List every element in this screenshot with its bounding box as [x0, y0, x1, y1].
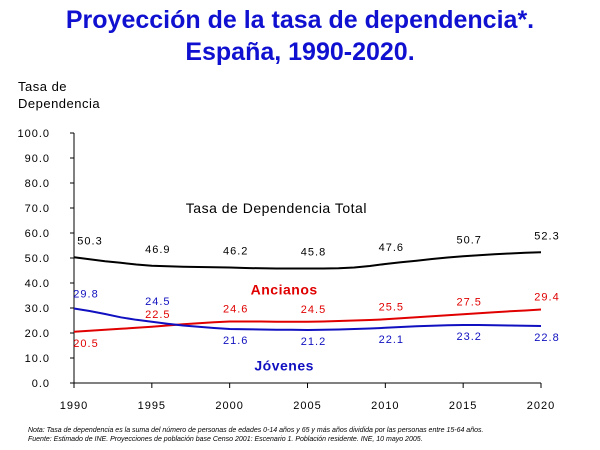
data-label: 45.8	[301, 247, 326, 259]
data-label: 47.6	[379, 242, 404, 254]
chart-title-line1: Proyección de la tasa de dependencia*.	[65, 6, 535, 34]
y-tick-label: 70.0	[25, 203, 50, 215]
data-label: 29.8	[73, 289, 98, 301]
y-axis-label: Tasa de Dependencia	[18, 79, 101, 111]
x-tick-label: 2015	[449, 400, 477, 412]
x-tick-label: 2020	[527, 400, 555, 412]
series-group	[73, 251, 542, 333]
x-axis: 1990 1995 2000 2005 2010 2015 2020	[60, 382, 555, 412]
data-label: 50.7	[456, 234, 481, 246]
data-label: 46.2	[223, 246, 248, 258]
annotation-ancianos: Ancianos	[251, 281, 318, 297]
chart-title-line2: España, 1990-2020.	[185, 38, 415, 66]
total-series-line	[73, 251, 542, 270]
y-tick-label: 100.0	[17, 128, 50, 140]
y-tick-label: 30.0	[25, 303, 50, 315]
data-label: 27.5	[456, 296, 481, 308]
annotation-total: Tasa de Dependencia Total	[186, 200, 367, 216]
data-labels: 50.3 46.9 46.2 45.8 47.6 50.7 52.3 20.5 22.5 24.6…	[73, 230, 559, 350]
data-label: 46.9	[145, 244, 170, 256]
annotation-jovenes: Jóvenes	[254, 358, 314, 374]
y-tick-label: 90.0	[25, 153, 50, 165]
x-tick-label: 1990	[60, 400, 88, 412]
footnote: Nota: Tasa de dependencia es la suma del…	[28, 426, 598, 444]
jovenes-series-line	[73, 307, 542, 332]
data-label: 20.5	[73, 338, 98, 350]
data-label: 22.5	[145, 309, 170, 321]
y-tick-label: 60.0	[25, 228, 50, 240]
footnote-source: Fuente: Estimado de INE. Proyecciones de…	[28, 436, 423, 443]
y-tick-label: 50.0	[25, 253, 50, 265]
data-label: 25.5	[379, 301, 404, 313]
data-label: 21.6	[223, 335, 248, 347]
y-tick-label: 0.0	[32, 378, 50, 390]
x-tick-label: 2005	[293, 400, 321, 412]
y-tick-label: 40.0	[25, 278, 50, 290]
data-label: 24.5	[145, 296, 170, 308]
data-label: 24.6	[223, 304, 248, 316]
y-tick-label: 80.0	[25, 178, 50, 190]
series-annotations: Tasa de Dependencia Total Ancianos Jóvenes	[186, 200, 367, 374]
data-label: 52.3	[534, 230, 559, 242]
data-label: 22.8	[534, 332, 559, 344]
footnote-note: Nota: Tasa de dependencia es la suma del…	[28, 427, 484, 434]
data-label: 24.5	[301, 304, 326, 316]
chart-title: Proyección de la tasa de dependencia*. E…	[0, 4, 600, 68]
y-tick-label: 20.0	[25, 328, 50, 340]
data-label: 21.2	[301, 336, 326, 348]
data-label: 23.2	[456, 331, 481, 343]
x-tick-label: 2010	[371, 400, 399, 412]
x-tick-label: 2000	[215, 400, 243, 412]
y-axis: 0.0 10.0 20.0 30.0 40.0 50.0 60.0 70.0 80.0 90.0 1…	[17, 128, 75, 390]
data-label: 29.4	[534, 292, 559, 304]
x-tick-label: 1995	[138, 400, 166, 412]
data-label: 50.3	[77, 235, 102, 247]
y-tick-label: 10.0	[25, 353, 50, 365]
ancianos-series-line	[73, 308, 542, 333]
data-label: 22.1	[379, 334, 404, 346]
